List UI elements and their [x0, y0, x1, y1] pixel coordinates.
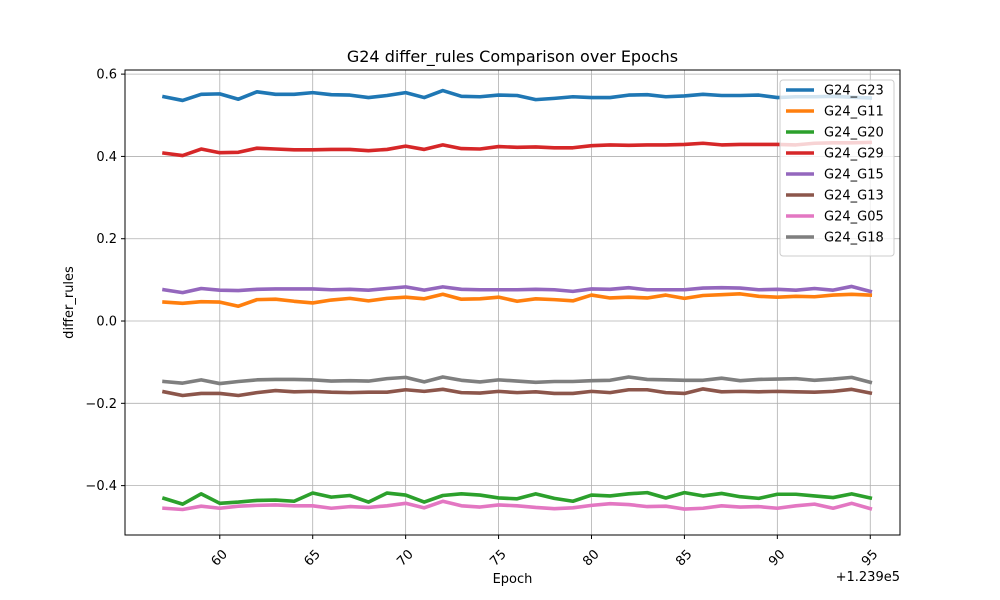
y-tick-label: 0.4 [96, 150, 117, 165]
y-tick-label: 0.2 [96, 232, 117, 247]
series-line-g24-g15 [161, 284, 873, 295]
legend-label: G24_G29 [824, 147, 884, 162]
legend-label: G24_G20 [824, 126, 884, 141]
series-line-g24-g23 [161, 88, 873, 103]
series-line-g24-g11 [162, 292, 873, 309]
legend-box [779, 79, 895, 257]
plot-frame [124, 69, 901, 536]
series-lines [161, 88, 873, 512]
series-line-g24-g20 [161, 490, 873, 506]
x-axis-offset-label: +1.239e5 [836, 570, 900, 585]
legend-label: G24_G11 [824, 105, 884, 120]
series-line-g24-g18 [162, 375, 873, 386]
legend-label: G24_G15 [824, 168, 884, 183]
series-line-g24-g13 [161, 387, 873, 398]
series-line-g24-g05 [162, 499, 873, 512]
y-axis-ticks: −0.4 −0.2 0.0 0.2 0.4 0.6 [85, 68, 125, 494]
chart-title: G24 differ_rules Comparison over Epochs [347, 47, 678, 67]
x-axis-title: Epoch [493, 572, 533, 587]
legend-label: G24_G23 [824, 84, 884, 99]
legend-label: G24_G18 [824, 231, 884, 246]
legend-label: G24_G13 [824, 189, 884, 204]
y-axis-title: differ_rules [62, 266, 77, 339]
y-tick-label: −0.2 [85, 397, 117, 412]
y-tick-label: 0.6 [96, 68, 117, 83]
legend: G24_G23 G24_G11 G24_G20 G24_G29 G24_G15 G24_G… [779, 79, 895, 257]
legend-label: G24_G05 [824, 210, 884, 225]
y-tick-label: −0.4 [85, 479, 117, 494]
series-line-g24-g29 [162, 140, 873, 158]
y-tick-label: 0.0 [96, 315, 117, 330]
